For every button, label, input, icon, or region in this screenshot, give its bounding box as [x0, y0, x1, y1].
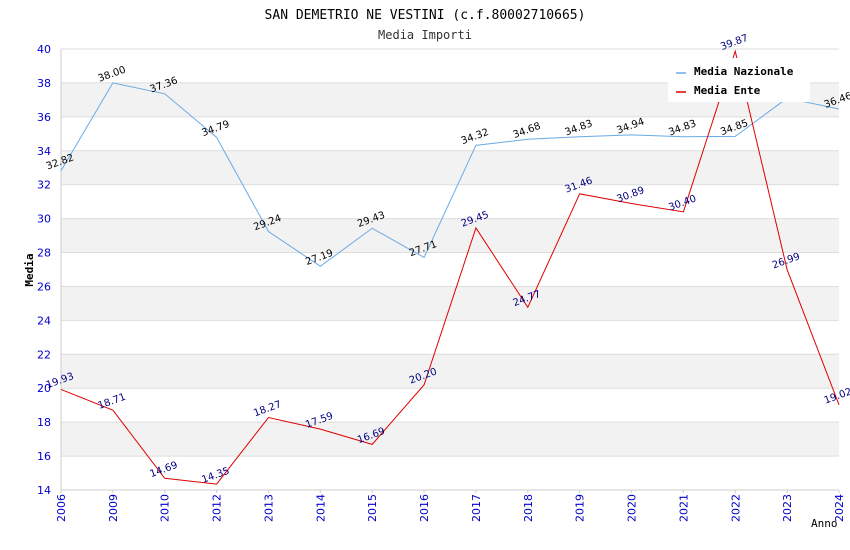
x-axis-label: Anno [811, 517, 838, 530]
grid-band [61, 456, 839, 490]
x-tick-label: 2016 [418, 494, 431, 522]
chart-subtitle: Media Importi [378, 28, 472, 42]
grid-band [61, 218, 839, 253]
legend-label-media-ente: Media Ente [694, 84, 761, 97]
x-tick-label: 2020 [626, 494, 639, 522]
grid-band [61, 116, 839, 151]
x-tick-label: 2009 [107, 494, 120, 522]
x-tick-label: 2013 [262, 494, 275, 522]
y-tick-label: 18 [37, 416, 51, 429]
y-tick-label: 34 [37, 145, 51, 158]
y-axis-label: Media [23, 253, 36, 286]
y-tick-label: 28 [37, 247, 51, 260]
y-tick-label: 26 [37, 280, 51, 293]
grid-band [61, 388, 839, 423]
x-tick-label: 2014 [314, 494, 327, 522]
grid-band [61, 252, 839, 287]
x-tick-label: 2024 [833, 494, 846, 522]
legend: Media Nazionale Media Ente [668, 58, 810, 102]
series-line-media-ente [60, 49, 840, 485]
x-tick-label: 2006 [55, 494, 68, 522]
series-lines [60, 49, 840, 485]
x-tick-label: 2018 [522, 494, 535, 522]
series-line-media-nazionale [60, 82, 840, 267]
grid-band [61, 320, 839, 355]
x-tick-label: 2022 [729, 494, 742, 522]
x-tick-label: 2010 [159, 494, 172, 522]
legend-background [668, 58, 810, 102]
x-tick-label: 2023 [781, 494, 794, 522]
legend-label-media-nazionale: Media Nazionale [694, 65, 794, 78]
y-tick-label: 22 [37, 348, 51, 361]
x-axis-ticks: 2006 2009 2010 2012 2013 2014 2015 2016 2017 2018… [55, 490, 846, 522]
grid-band [61, 354, 839, 389]
y-tick-label: 14 [37, 484, 51, 497]
x-tick-label: 2017 [470, 494, 483, 522]
x-tick-label: 2019 [574, 494, 587, 522]
y-tick-label: 32 [37, 179, 51, 192]
y-tick-label: 36 [37, 111, 51, 124]
y-tick-label: 30 [37, 213, 51, 226]
y-tick-label: 20 [37, 382, 51, 395]
y-tick-label: 16 [37, 450, 51, 463]
x-tick-label: 2021 [677, 494, 690, 522]
chart-title: SAN DEMETRIO NE VESTINI (c.f.80002710665… [265, 8, 586, 23]
y-tick-label: 40 [37, 43, 51, 56]
y-tick-label: 24 [37, 314, 51, 327]
grid-band [61, 150, 839, 185]
grid-band [61, 422, 839, 457]
x-tick-label: 2015 [366, 494, 379, 522]
grid-bands [60, 48, 839, 491]
y-tick-label: 38 [37, 77, 51, 90]
x-tick-label: 2012 [211, 494, 224, 522]
y-axis-ticks: 14 16 18 20 22 24 26 28 30 32 34 36 38 40 [37, 43, 51, 497]
grid-band [61, 286, 839, 321]
